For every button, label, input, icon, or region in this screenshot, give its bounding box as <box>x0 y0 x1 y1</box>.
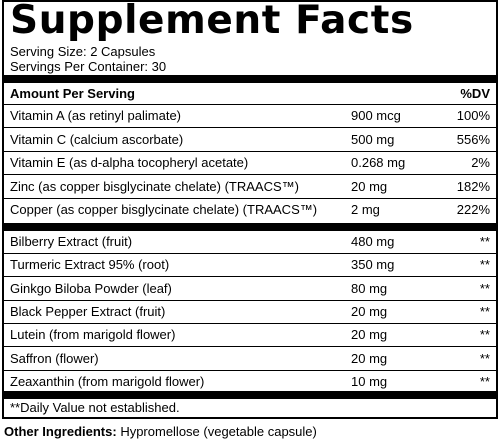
nutrient-row: Vitamin C (calcium ascorbate) 500 mg 556% <box>4 129 496 152</box>
servings-per-container: Servings Per Container: 30 <box>10 59 167 74</box>
row-divider <box>4 253 496 254</box>
nutrient-row: Copper (as copper bisglycinate chelate) … <box>4 199 496 222</box>
nutrient-name: Zeaxanthin (from marigold flower) <box>10 373 205 389</box>
nutrient-daily-value: ** <box>479 327 490 343</box>
nutrient-daily-value: ** <box>479 350 490 366</box>
serving-size: Serving Size: 2 Capsules <box>10 44 156 59</box>
nutrient-amount: 20 mg <box>351 350 388 366</box>
daily-value-footnote: **Daily Value not established. <box>10 400 180 415</box>
panel-title: Supplement Facts <box>10 0 414 43</box>
row-divider <box>4 369 496 371</box>
nutrient-name: Black Pepper Extract (fruit) <box>10 303 166 319</box>
nutrient-amount: 0.268 mg <box>351 155 406 171</box>
nutrient-amount: 20 mg <box>351 303 388 319</box>
nutrient-row: Bilberry Extract (fruit) 480 mg ** <box>4 231 496 254</box>
header-divider <box>4 104 496 105</box>
nutrient-daily-value: 556% <box>456 131 490 147</box>
nutrient-daily-value: ** <box>479 257 490 273</box>
nutrient-row: Turmeric Extract 95% (root) 350 mg ** <box>4 254 496 278</box>
other-ingredients-value: Hypromellose (vegetable capsule) <box>120 424 317 439</box>
thick-divider-bottom <box>4 391 496 399</box>
nutrient-daily-value: 222% <box>456 202 490 218</box>
nutrient-row: Lutein (from marigold flower) 20 mg ** <box>4 324 496 348</box>
nutrient-amount: 350 mg <box>351 257 395 273</box>
thick-divider-top <box>4 75 496 83</box>
nutrient-name: Turmeric Extract 95% (root) <box>10 257 170 273</box>
nutrient-amount: 80 mg <box>351 280 388 296</box>
nutrient-name: Vitamin E (as d-alpha tocopheryl acetate… <box>10 155 249 171</box>
nutrient-daily-value: 182% <box>456 178 490 194</box>
thick-divider-middle <box>4 223 496 231</box>
nutrient-daily-value: ** <box>479 373 490 389</box>
nutrient-amount: 10 mg <box>351 373 388 389</box>
row-divider <box>4 346 496 348</box>
nutrient-row: Vitamin A (as retinyl palimate) 900 mcg 10… <box>4 105 496 128</box>
supplement-facts-panel: Supplement Facts Serving Size: 2 Capsule… <box>2 0 498 419</box>
nutrient-row: Zeaxanthin (from marigold flower) 10 mg ** <box>4 371 496 394</box>
nutrient-name: Vitamin A (as retinyl palimate) <box>10 108 181 123</box>
dv-header: %DV <box>460 86 490 101</box>
nutrient-row: Black Pepper Extract (fruit) 20 mg ** <box>4 301 496 324</box>
nutrient-amount: 500 mg <box>351 131 395 147</box>
row-divider <box>4 299 496 301</box>
nutrient-amount: 2 mg <box>351 202 380 218</box>
nutrient-daily-value: ** <box>479 303 490 319</box>
nutrient-amount: 900 mcg <box>351 108 401 123</box>
nutrient-amount: 480 mg <box>351 234 395 249</box>
nutrient-name: Bilberry Extract (fruit) <box>10 234 133 249</box>
nutrient-daily-value: ** <box>479 234 490 249</box>
other-ingredients: Other Ingredients: Hypromellose (vegetab… <box>4 424 317 440</box>
nutrient-daily-value: ** <box>479 280 490 296</box>
nutrient-name: Saffron (flower) <box>10 350 99 366</box>
row-divider <box>4 276 496 278</box>
nutrient-amount: 20 mg <box>351 327 388 343</box>
nutrient-name: Ginkgo Biloba Powder (leaf) <box>10 280 172 296</box>
nutrient-row: Ginkgo Biloba Powder (leaf) 80 mg ** <box>4 278 496 301</box>
nutrient-row: Zinc (as copper bisglycinate chelate) (T… <box>4 176 496 199</box>
row-divider <box>4 127 496 128</box>
nutrient-row: Vitamin E (as d-alpha tocopheryl acetate… <box>4 152 496 176</box>
row-divider <box>4 197 496 199</box>
nutrient-name: Zinc (as copper bisglycinate chelate) (T… <box>10 178 299 194</box>
nutrient-daily-value: 100% <box>456 108 490 123</box>
nutrient-name: Vitamin C (calcium ascorbate) <box>10 131 184 147</box>
nutrient-name: Copper (as copper bisglycinate chelate) … <box>10 202 318 218</box>
nutrient-daily-value: 2% <box>471 155 490 171</box>
row-divider <box>4 174 496 176</box>
other-ingredients-label: Other Ingredients: <box>4 424 117 439</box>
row-divider <box>4 322 496 324</box>
nutrient-row: Saffron (flower) 20 mg ** <box>4 348 496 371</box>
row-divider <box>4 150 496 152</box>
nutrient-name: Lutein (from marigold flower) <box>10 327 176 343</box>
amount-per-serving-header: Amount Per Serving <box>10 86 135 101</box>
nutrient-amount: 20 mg <box>351 178 388 194</box>
